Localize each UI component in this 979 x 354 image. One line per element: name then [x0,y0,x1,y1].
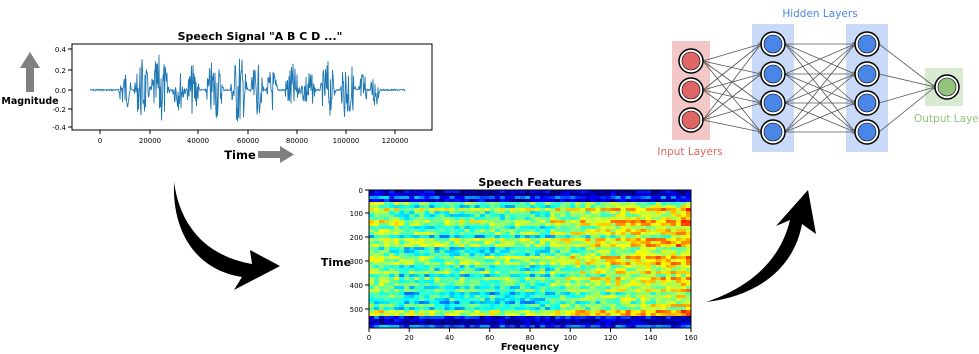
spectrogram-x-tick-label: 140 [644,334,657,342]
spectrogram-title: Speech Features [478,176,582,189]
spectrogram-ylabel: Time [321,256,351,269]
waveform-x-tick-label: 120000 [382,137,409,145]
spectrogram-x-tick-label: 100 [564,334,577,342]
hidden-node [854,90,880,116]
spectrogram-y-tick-label: 400 [350,282,363,290]
network-connection [784,101,858,133]
spectrogram-heatmap [369,190,692,329]
hidden-node [854,119,880,145]
spectrogram-x-tick-label: 20 [405,334,414,342]
hidden-node [760,31,786,57]
network-connection [702,42,763,121]
waveform-xlabel: Time [224,148,256,162]
network-connection [878,85,938,104]
waveform-y-tick-label: 0.0 [55,87,66,95]
spectrogram-y-tick-label: 300 [350,258,363,266]
network-connection [702,72,763,121]
network-connection [878,43,937,89]
spectrogram-y-tick-label: 500 [350,306,363,314]
spectrogram-x-tick-label: 40 [445,334,454,342]
input-node [678,107,704,133]
output-node [934,74,960,100]
curved-arrow-up-icon [706,190,816,302]
hidden-node [760,61,786,87]
waveform-title: Speech Signal "A B C D ..." [178,30,343,43]
hidden-node [854,31,880,57]
hidden-layers-label: Hidden Layers [782,8,857,20]
waveform-x-tick-label: 40000 [187,137,209,145]
spectrogram-x-tick-label: 160 [684,334,697,342]
waveform-y-tick-label: -0.2 [52,106,66,114]
waveform-x-tick-label: 80000 [286,137,308,145]
network-connections [702,41,938,135]
spectrogram-x-tick-label: 80 [526,334,535,342]
spectrogram-y-ticks: 0 100 200 300 400 500 [350,187,369,314]
spectrogram-y-tick-label: 0 [359,187,363,195]
network-connection [702,42,764,62]
time-arrow-icon [258,146,294,163]
network-connection [784,42,857,104]
network-connection [784,72,857,133]
waveform-x-tick-label: 0 [98,137,102,145]
neural-network: Hidden Layers Input Layers Output Layers [657,8,979,158]
waveform-ylabel: Magnitude [1,96,58,107]
spectrogram-x-ticks: 0 20 40 60 80 100 120 140 160 [367,328,698,342]
hidden-node [760,119,786,145]
waveform-y-ticks: 0.4 0.2 0.0 -0.2 -0.4 [52,46,72,132]
network-connection [702,42,763,91]
curved-arrow-down-icon [173,182,280,290]
spectrogram-y-tick-label: 200 [350,234,363,242]
waveform-y-tick-label: 0.2 [55,67,66,75]
spectrogram-y-tick-label: 100 [350,210,363,218]
network-connection [702,89,763,134]
spectrogram-x-tick-label: 120 [604,334,617,342]
hidden-node [760,90,786,116]
network-connection [784,42,857,133]
waveform-x-tick-label: 20000 [139,137,161,145]
waveform-x-tick-label: 100000 [333,137,360,145]
waveform-panel: Speech Signal "A B C D ..." 0.4 0.2 0.0 -0.… [1,30,433,163]
network-connection [878,73,938,89]
input-layers-label: Input Layers [657,146,722,158]
network-connection [878,85,937,133]
waveform-signal [89,54,406,122]
spectrogram-panel: Speech Features 0 100 200 300 400 500 0 20 40 60… [321,176,698,353]
magnitude-arrow-icon [20,52,40,92]
waveform-y-tick-label: 0.4 [55,46,67,54]
waveform-y-tick-label: -0.4 [52,124,66,132]
network-connection [784,42,858,75]
output-layers-label: Output Layers [914,113,979,125]
input-node [678,48,704,74]
waveform-x-tick-label: 60000 [237,137,259,145]
hidden-node [854,61,880,87]
spectrogram-xlabel: Frequency [501,342,560,353]
spectrogram-x-tick-label: 60 [485,334,494,342]
network-nodes [678,31,960,145]
input-node [678,77,704,103]
spectrogram-x-tick-label: 0 [367,334,371,342]
network-connection [702,119,764,134]
waveform-x-ticks: 0 20000 40000 60000 80000 100000 120000 [98,130,409,145]
network-connection [702,101,764,121]
